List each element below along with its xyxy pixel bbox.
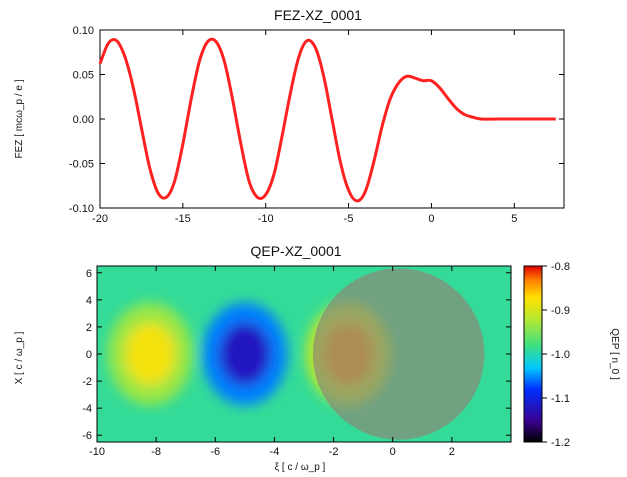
heatmap-field <box>97 266 511 442</box>
colorbar-tick-label: -1.2 <box>551 437 570 449</box>
overlay-circle <box>312 268 485 440</box>
colorbar-tick-label: -1.0 <box>551 349 570 361</box>
heatmap-x-tick-label: -4 <box>270 446 280 458</box>
top-x-tick-label: -15 <box>175 213 191 225</box>
heatmap-y-tick-label: 2 <box>86 322 92 334</box>
heatmap-y-tick-label: -4 <box>82 403 92 415</box>
heatmap-x-tick-label: 0 <box>390 446 396 458</box>
top-x-tick-label: -20 <box>92 213 108 225</box>
bottom-chart-title: QEP-XZ_0001 <box>250 243 341 259</box>
heatmap-x-tick-label: -6 <box>210 446 220 458</box>
colorbar-label: QEP [ n_0 ] <box>609 328 620 380</box>
colorbar <box>523 265 543 443</box>
heatmap-y-tick-label: 6 <box>86 268 92 280</box>
heatmap-x-tick-label: -8 <box>151 446 161 458</box>
heatmap-y-tick-label: -6 <box>82 430 92 442</box>
colorbar-tick-label: -0.8 <box>551 261 570 273</box>
colorbar-tick-label: -0.9 <box>551 305 570 317</box>
heatmap-y-tick-label: 4 <box>86 295 92 307</box>
heatmap-x-axis-label: ξ [ c / ω_p ] <box>275 462 326 473</box>
top-x-tick-label: -10 <box>258 213 274 225</box>
top-y-tick-label: 0.10 <box>73 25 94 37</box>
fez-line-chart: FEZ-XZ_0001 -20 -15 -10 -5 0 5 0.10 0.05 0.00 -0.… <box>14 7 565 225</box>
density-maximum-core <box>124 322 176 386</box>
heatmap-x-tick-label: -2 <box>329 446 339 458</box>
heatmap-y-axis-label: X [ c / ω_p ] <box>14 331 25 384</box>
fez-series-line <box>98 37 556 203</box>
top-x-tick-label: -5 <box>344 213 354 225</box>
heatmap-x-tick-label: -10 <box>89 446 105 458</box>
top-y-tick-label: 0.05 <box>73 70 94 82</box>
heatmap-x-tick-label: 2 <box>449 446 455 458</box>
top-chart-title: FEZ-XZ_0001 <box>274 7 362 23</box>
heatmap-y-tick-label: 0 <box>86 349 92 361</box>
top-y-tick-label: -0.05 <box>69 159 94 171</box>
heatmap-y-tick-label: -2 <box>82 376 92 388</box>
top-y-axis-label: FEZ [ mcω_p / e ] <box>14 79 25 158</box>
top-y-tick-label: -0.10 <box>69 203 94 215</box>
top-x-tick-label: 0 <box>428 213 434 225</box>
qep-heatmap-chart: QEP-XZ_0001 -10 -8 -6 -4 -2 0 2 <box>14 243 620 473</box>
top-x-tick-label: 5 <box>511 213 517 225</box>
colorbar-tick-label: -1.1 <box>551 393 570 405</box>
top-y-tick-label: 0.00 <box>73 114 94 126</box>
density-minimum-core <box>219 322 271 386</box>
